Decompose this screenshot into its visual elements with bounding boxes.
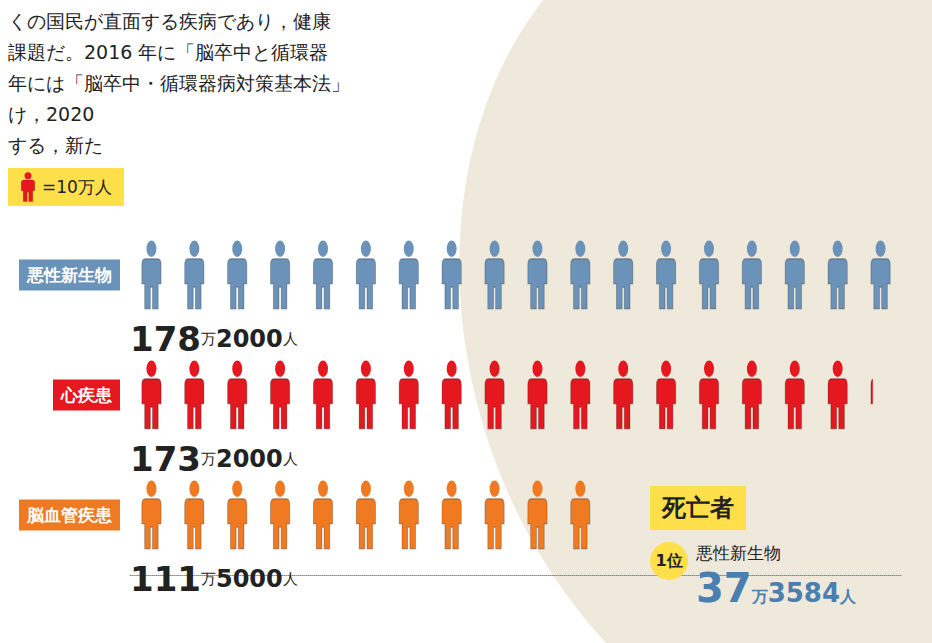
html-text:37: 37 — [696, 565, 752, 611]
svg-text:心疾患: 心疾患 — [60, 385, 113, 405]
html-text:万3584人: 万3584人 — [751, 578, 856, 608]
html-text:する，新た: する，新た — [8, 134, 103, 156]
html-text:=10万人: =10万人 — [42, 176, 112, 197]
svg-text:人: 人 — [283, 330, 298, 348]
html-text:1位: 1位 — [655, 550, 683, 570]
html-text:け，2020: け，2020 — [8, 103, 95, 125]
svg-text:173: 173 — [130, 439, 201, 479]
svg-text:万: 万 — [201, 450, 216, 468]
svg-text:脳血管疾患: 脳血管疾患 — [26, 505, 113, 525]
svg-text:5000: 5000 — [216, 565, 283, 593]
svg-text:万: 万 — [201, 570, 216, 588]
svg-text:人: 人 — [283, 450, 298, 468]
svg-text:万: 万 — [201, 330, 216, 348]
svg-text:悪性新生物: 悪性新生物 — [26, 265, 112, 285]
html-text:年には「脳卒中・循環器病対策基本法」: 年には「脳卒中・循環器病対策基本法」 — [8, 72, 350, 94]
svg-text:111: 111 — [130, 559, 201, 599]
svg-text:人: 人 — [283, 570, 298, 588]
svg-text:2000: 2000 — [216, 325, 283, 353]
html-text:課題だ。2016 年に「脳卒中と循環器: 課題だ。2016 年に「脳卒中と循環器 — [8, 41, 329, 63]
html-text:くの国民が直面する疾病であり，健康: くの国民が直面する疾病であり，健康 — [8, 10, 331, 32]
svg-text:2000: 2000 — [216, 445, 283, 473]
html-text:死亡者: 死亡者 — [662, 494, 734, 522]
svg-text:178: 178 — [130, 319, 201, 359]
html-text:悪性新生物: 悪性新生物 — [696, 543, 781, 563]
